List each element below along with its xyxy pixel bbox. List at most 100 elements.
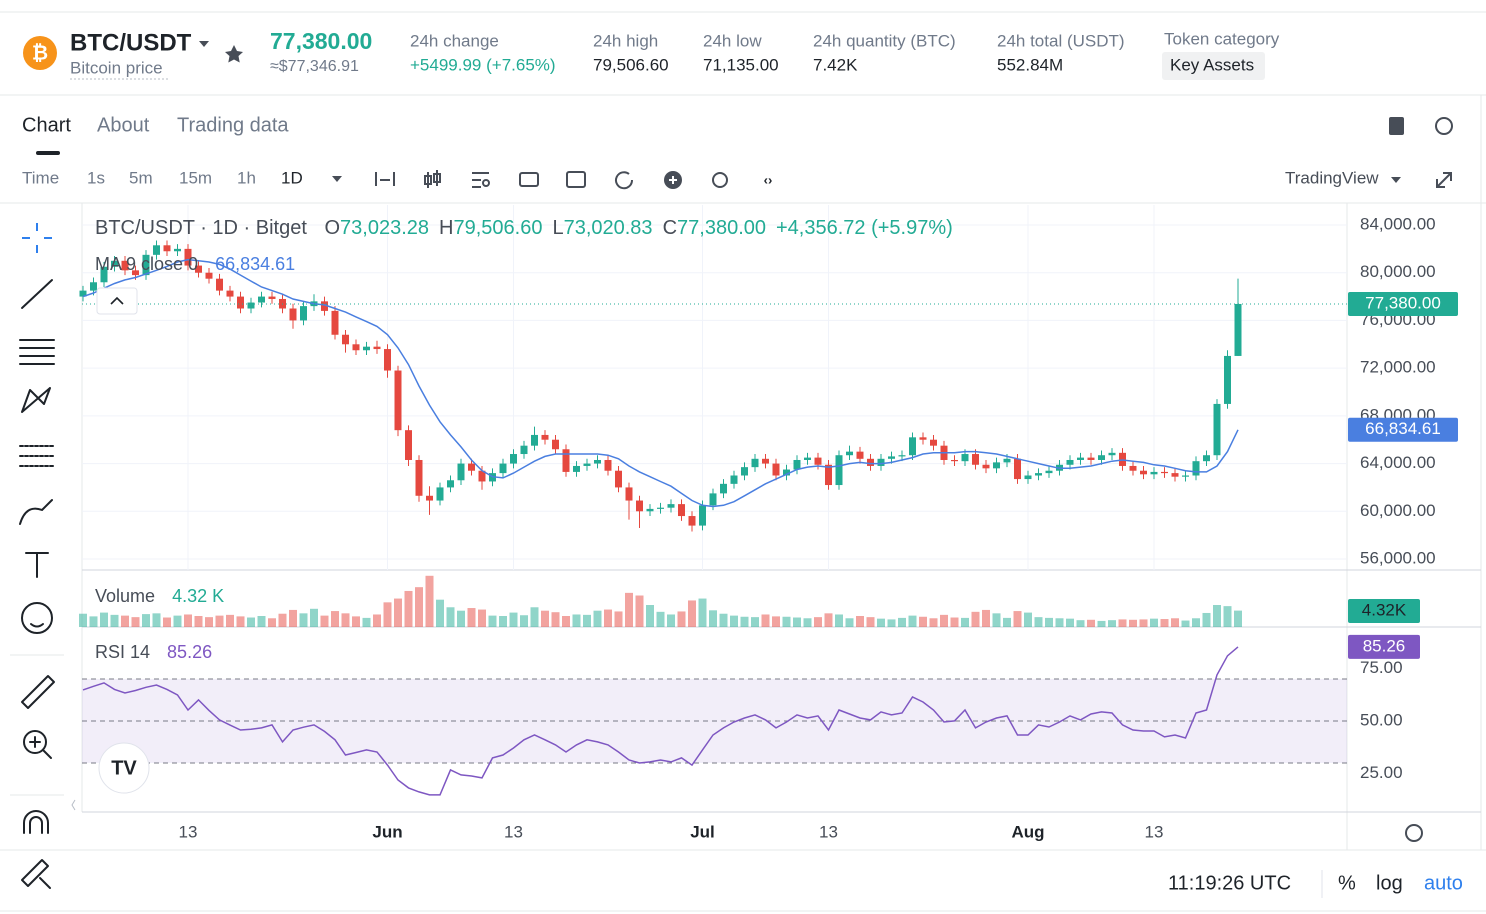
fullscreen-icon[interactable]: [1436, 172, 1452, 188]
interval[interactable]: 1h: [237, 168, 256, 187]
candle-body: [678, 504, 685, 517]
add-cross: [669, 176, 677, 184]
interval[interactable]: 1D: [281, 168, 303, 187]
candle-body: [499, 463, 507, 474]
stats: 24h change +5499.99 (+7.65%) 24h high 79,50…: [410, 31, 1125, 74]
percent-toggle[interactable]: %: [1338, 872, 1356, 894]
candle-body: [520, 445, 528, 455]
volume-bar: [877, 618, 885, 627]
interval-dropdown[interactable]: [332, 176, 342, 182]
tab[interactable]: Trading data: [177, 114, 289, 136]
axis-settings[interactable]: [1405, 824, 1423, 842]
stat-label: 24h high: [593, 31, 658, 50]
candle-body: [1066, 459, 1074, 465]
volume-bar: [404, 590, 413, 627]
intervals: Time 1s 5m 15m 1h 1D: [22, 168, 303, 187]
volume-bar: [194, 616, 203, 627]
volume-bar: [593, 610, 602, 627]
pair-subtitle[interactable]: Bitcoin price: [70, 58, 163, 77]
stat-value: 79,506.60: [593, 55, 669, 74]
chart-provider[interactable]: TradingView: [1285, 168, 1379, 187]
plot: [79, 205, 1347, 796]
measure-icon[interactable]: [375, 172, 395, 186]
token-category[interactable]: Key Assets: [1170, 55, 1254, 74]
y-tick-label: 64,000.00: [1360, 453, 1436, 472]
candle-body: [909, 437, 916, 456]
text-tool[interactable]: [25, 552, 49, 578]
candle-body: [741, 467, 748, 476]
collapse-arrow[interactable]: [71, 799, 76, 811]
active-tab-indicator: [36, 151, 60, 155]
x-tick-label: 13: [819, 822, 838, 841]
interval[interactable]: 1s: [87, 168, 105, 187]
line-tool[interactable]: [21, 279, 53, 309]
ohlc-change: +4,356.72 (+5.97%): [776, 217, 953, 239]
provider-dropdown[interactable]: [1391, 177, 1401, 183]
magnet-tool[interactable]: [23, 810, 49, 834]
volume-bar: [520, 615, 528, 627]
volume-bar: [299, 613, 308, 627]
volume-bar: [698, 598, 707, 627]
rsi-line: [82, 646, 1239, 796]
candle-body: [772, 463, 780, 476]
ruler-tool[interactable]: [21, 675, 55, 709]
camera-icon[interactable]: [519, 172, 539, 187]
token-category-label: Token category: [1164, 29, 1280, 48]
volume-bar: [1213, 605, 1221, 627]
pattern-tool[interactable]: [21, 387, 51, 413]
tradingview-logo[interactable]: [98, 742, 150, 794]
collapse-legend[interactable]: [96, 287, 138, 315]
candle-body: [426, 495, 433, 501]
volume-legend: Volume 4.32 K: [95, 586, 224, 606]
fib-tool[interactable]: [19, 445, 55, 467]
volume-bar: [215, 615, 224, 627]
axes: 56,000.0060,000.0064,000.0068,000.0072,0…: [179, 214, 1458, 841]
candle-body: [1203, 455, 1210, 462]
candle-body: [888, 456, 895, 459]
stat-label: 24h total (USDT): [997, 31, 1125, 50]
interval[interactable]: 15m: [179, 168, 212, 187]
last-price-badge: [1348, 291, 1458, 316]
candle-body: [793, 459, 801, 470]
candle-icon[interactable]: [424, 170, 441, 188]
interval[interactable]: 5m: [129, 168, 153, 187]
volume-badge-label: 4.32K: [1362, 600, 1407, 619]
auto-toggle[interactable]: auto: [1424, 872, 1463, 894]
emoji-tool[interactable]: [21, 602, 53, 634]
volume-bar: [541, 610, 549, 627]
tab[interactable]: About: [97, 114, 150, 136]
candle-body: [919, 437, 927, 440]
indicator-icon[interactable]: [472, 172, 491, 188]
settings-icon[interactable]: [712, 172, 728, 188]
candle-body: [1087, 457, 1095, 460]
candle-body: [636, 500, 643, 512]
lock-tool[interactable]: [21, 859, 51, 889]
doc-icon[interactable]: [1389, 117, 1404, 135]
pair-dropdown[interactable]: [199, 41, 209, 47]
interval[interactable]: Time: [22, 168, 59, 187]
volume-bar: [415, 587, 423, 627]
volume-bar: [310, 608, 318, 627]
tab[interactable]: Chart: [22, 114, 71, 136]
rsi-legend: RSI 14 85.26: [95, 642, 212, 662]
replay-icon[interactable]: [615, 171, 634, 190]
volume-bar: [1150, 618, 1158, 627]
zoom-tool[interactable]: [23, 730, 47, 754]
volume-bar: [908, 615, 917, 627]
volume-bar: [1171, 618, 1179, 627]
volume-bar: [173, 615, 182, 627]
calendar-icon[interactable]: [566, 171, 586, 188]
account-icon[interactable]: [1435, 117, 1453, 135]
volume-bar: [1013, 611, 1022, 627]
ai-icon[interactable]: ‹›: [764, 172, 773, 187]
channel-tool[interactable]: [19, 339, 55, 365]
volume-bar: [226, 614, 234, 627]
candle-body: [993, 462, 1000, 469]
crosshair-tool[interactable]: [22, 223, 52, 253]
y-tick-label: 84,000.00: [1360, 214, 1436, 233]
volume-value: 4.32 K: [172, 586, 224, 606]
pair: BTC/USDT: [70, 29, 192, 56]
log-toggle[interactable]: log: [1376, 872, 1403, 894]
favorite-star[interactable]: [225, 45, 243, 63]
brush-tool[interactable]: [19, 499, 53, 525]
